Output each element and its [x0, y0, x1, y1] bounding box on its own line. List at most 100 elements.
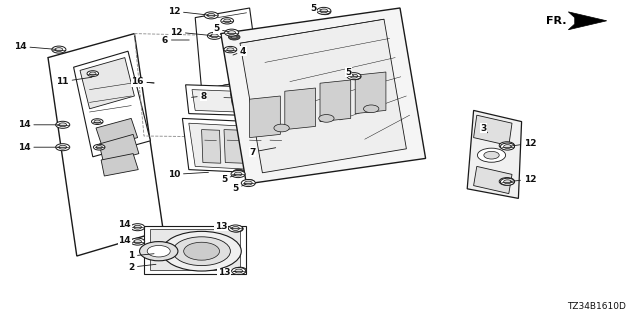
Text: 12: 12	[510, 139, 536, 148]
Circle shape	[232, 36, 237, 39]
Circle shape	[234, 267, 246, 274]
Circle shape	[59, 145, 67, 149]
Circle shape	[504, 145, 511, 148]
Circle shape	[364, 105, 379, 113]
Circle shape	[323, 11, 328, 13]
Polygon shape	[250, 96, 280, 138]
Text: 7: 7	[250, 148, 276, 156]
Circle shape	[232, 268, 246, 275]
Circle shape	[224, 19, 231, 22]
Circle shape	[504, 180, 511, 184]
Circle shape	[484, 151, 499, 159]
Text: 1: 1	[128, 252, 154, 260]
Polygon shape	[202, 130, 221, 163]
Circle shape	[243, 180, 255, 185]
Circle shape	[132, 239, 143, 244]
Polygon shape	[48, 34, 163, 256]
Polygon shape	[474, 115, 512, 146]
Circle shape	[135, 226, 140, 228]
Polygon shape	[96, 118, 138, 147]
Circle shape	[134, 225, 141, 229]
Circle shape	[92, 119, 103, 124]
Circle shape	[207, 32, 221, 39]
Polygon shape	[267, 130, 286, 163]
Circle shape	[244, 181, 252, 185]
Circle shape	[224, 46, 237, 53]
Polygon shape	[144, 226, 246, 274]
Polygon shape	[355, 72, 386, 114]
Circle shape	[90, 72, 96, 75]
Circle shape	[56, 144, 70, 151]
Circle shape	[246, 181, 252, 184]
Circle shape	[234, 227, 241, 231]
Polygon shape	[246, 130, 266, 163]
Circle shape	[147, 245, 170, 257]
Circle shape	[162, 231, 241, 271]
Polygon shape	[240, 19, 406, 173]
Polygon shape	[474, 166, 512, 194]
Circle shape	[55, 48, 63, 52]
Circle shape	[228, 31, 236, 35]
Circle shape	[228, 34, 240, 40]
Polygon shape	[285, 88, 316, 130]
Polygon shape	[80, 58, 134, 109]
Text: 13: 13	[218, 268, 236, 277]
Circle shape	[221, 18, 234, 24]
Text: 14: 14	[14, 42, 56, 51]
Text: 12: 12	[510, 175, 536, 184]
Circle shape	[134, 240, 141, 244]
Circle shape	[319, 115, 334, 122]
Circle shape	[184, 242, 220, 260]
Circle shape	[317, 7, 331, 14]
Text: FR.: FR.	[546, 16, 566, 26]
Circle shape	[228, 225, 243, 232]
Circle shape	[350, 74, 358, 78]
Text: 5: 5	[213, 24, 229, 33]
Circle shape	[347, 73, 361, 80]
Circle shape	[236, 171, 242, 173]
Circle shape	[233, 169, 244, 175]
Polygon shape	[221, 8, 426, 184]
Circle shape	[502, 179, 511, 184]
Text: 8: 8	[191, 92, 207, 100]
Text: 5: 5	[310, 4, 321, 12]
Circle shape	[94, 120, 100, 123]
Polygon shape	[101, 154, 138, 176]
Circle shape	[56, 121, 70, 128]
Circle shape	[132, 225, 143, 230]
Text: 5: 5	[221, 175, 236, 184]
Circle shape	[93, 144, 105, 150]
Polygon shape	[467, 110, 522, 198]
Circle shape	[500, 178, 515, 185]
Circle shape	[87, 71, 99, 76]
Text: 14: 14	[118, 220, 135, 229]
Circle shape	[96, 146, 102, 149]
Circle shape	[320, 9, 328, 13]
Circle shape	[227, 48, 234, 52]
Text: 12: 12	[170, 28, 212, 36]
Circle shape	[131, 224, 145, 231]
Text: 13: 13	[214, 222, 233, 231]
Polygon shape	[230, 93, 264, 106]
Circle shape	[230, 226, 243, 232]
Polygon shape	[320, 80, 351, 122]
Polygon shape	[568, 12, 607, 30]
Circle shape	[237, 269, 244, 272]
Polygon shape	[198, 78, 259, 102]
Text: 14: 14	[118, 236, 135, 245]
Circle shape	[500, 143, 515, 150]
Circle shape	[211, 34, 218, 38]
Circle shape	[204, 12, 218, 19]
Polygon shape	[192, 90, 278, 114]
Text: 10: 10	[168, 170, 209, 179]
Circle shape	[231, 171, 245, 178]
Text: 5: 5	[346, 68, 354, 76]
Text: 12: 12	[168, 7, 209, 16]
Polygon shape	[189, 123, 285, 171]
Text: 16: 16	[131, 77, 154, 86]
Text: 11: 11	[56, 77, 92, 86]
Circle shape	[477, 148, 506, 162]
Polygon shape	[186, 85, 288, 117]
Text: 4: 4	[233, 47, 246, 56]
Polygon shape	[195, 8, 259, 90]
